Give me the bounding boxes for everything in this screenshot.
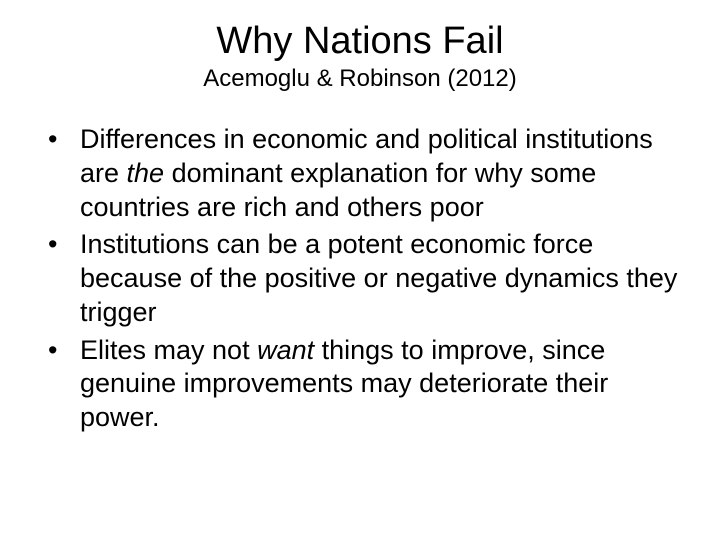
italic-text: the — [127, 158, 165, 188]
plain-text: Elites may not — [80, 335, 257, 365]
bullet-item: Differences in economic and political in… — [30, 123, 690, 224]
bullet-list: Differences in economic and political in… — [30, 123, 690, 435]
bullet-item: Elites may not want things to improve, s… — [30, 334, 690, 435]
italic-text: want — [257, 335, 314, 365]
slide-subtitle: Acemoglu & Robinson (2012) — [30, 65, 690, 93]
bullet-item: Institutions can be a potent economic fo… — [30, 228, 690, 329]
slide-title: Why Nations Fail — [30, 20, 690, 63]
plain-text: Institutions can be a potent economic fo… — [80, 229, 677, 327]
